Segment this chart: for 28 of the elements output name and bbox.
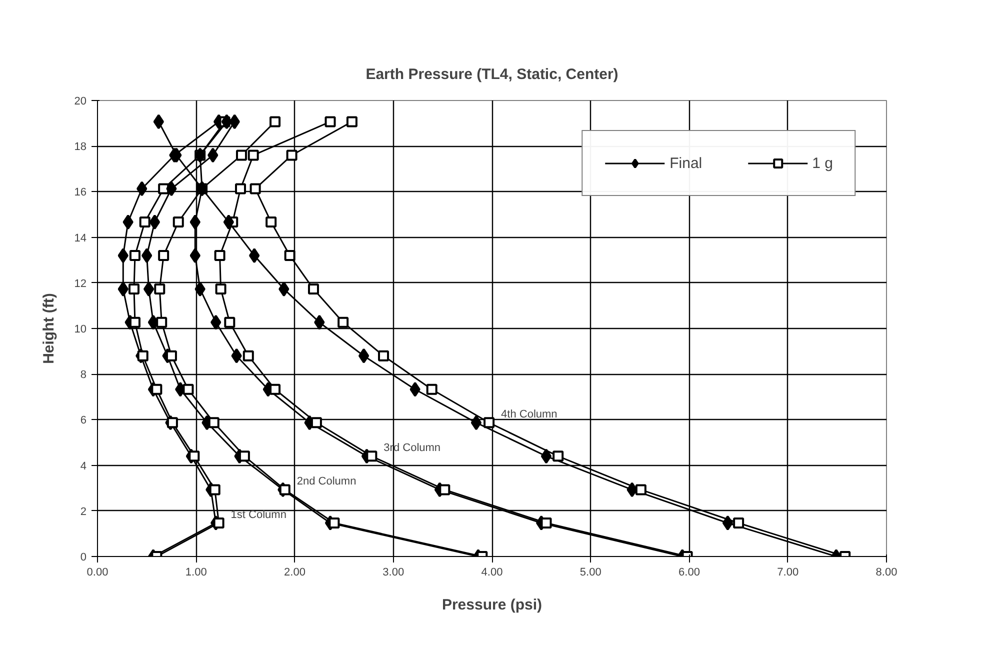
legend-label: Final (670, 154, 702, 172)
x-axis-title: Pressure (psi) (442, 596, 542, 614)
x-tick-label: 5.00 (580, 566, 602, 578)
annotation: 2nd Column (296, 476, 356, 488)
x-tick-label: 8.00 (876, 566, 898, 578)
x-tick-label: 1.00 (185, 566, 207, 578)
y-tick-label: 4 (80, 460, 87, 472)
chart-title: Earth Pressure (TL4, Static, Center) (366, 66, 618, 83)
y-tick-label: 20 (74, 96, 87, 108)
y-tick-label: 18 (74, 141, 87, 154)
y-tick-label: 10 (74, 324, 87, 336)
y-axis-title: Height (ft) (40, 293, 58, 364)
x-tick-label: 6.00 (678, 566, 700, 578)
y-tick-label: 16 (74, 186, 87, 199)
annotation: 4th Column (501, 408, 558, 421)
y-tick-label: 8 (80, 369, 87, 382)
x-tick-label: 2.00 (284, 566, 306, 578)
annotation: 1st Column (230, 508, 286, 521)
x-tick-label: 7.00 (777, 566, 799, 578)
y-tick-label: 0 (80, 552, 87, 564)
x-tick-label: 0.00 (86, 566, 108, 578)
legend-label: 1 g (812, 154, 833, 172)
y-tick-label: 2 (80, 506, 87, 518)
x-tick-label: 3.00 (382, 566, 404, 578)
x-tick-label: 4.00 (481, 566, 503, 578)
y-tick-label: 6 (80, 414, 87, 427)
y-tick-label: 14 (74, 232, 87, 244)
y-tick-label: 12 (74, 278, 87, 290)
